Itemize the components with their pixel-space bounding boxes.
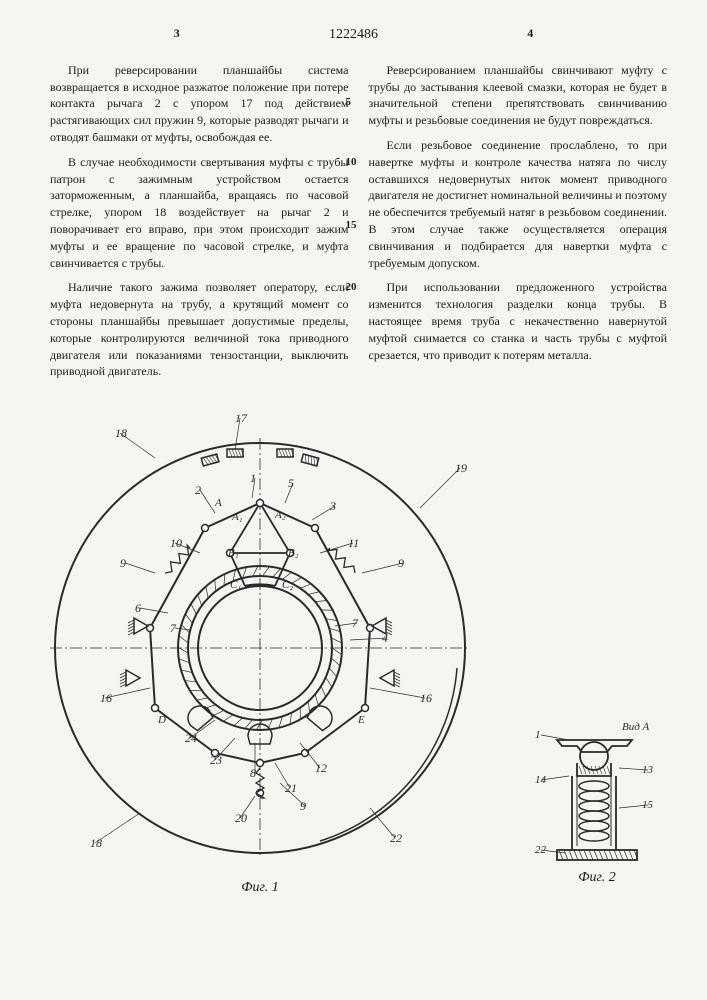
svg-text:17: 17 bbox=[235, 411, 248, 425]
svg-text:1: 1 bbox=[250, 471, 256, 485]
svg-text:9: 9 bbox=[398, 556, 404, 570]
svg-text:B₂: B₂ bbox=[288, 547, 299, 559]
svg-text:20: 20 bbox=[235, 811, 247, 825]
figure-2: Вид А 1 14 22 13 15 Фиг. 2 bbox=[527, 718, 667, 888]
svg-text:2: 2 bbox=[195, 483, 201, 497]
svg-text:9: 9 bbox=[300, 799, 306, 813]
svg-text:10: 10 bbox=[170, 536, 182, 550]
document-number: 1222486 bbox=[329, 25, 378, 45]
svg-text:11: 11 bbox=[348, 536, 359, 550]
svg-text:1: 1 bbox=[535, 729, 541, 741]
svg-text:18: 18 bbox=[90, 836, 102, 850]
paragraph: При реверсировании планшайбы система воз… bbox=[50, 62, 349, 146]
figure-2-label: Фиг. 2 bbox=[527, 868, 667, 888]
svg-text:C₁: C₁ bbox=[230, 579, 241, 591]
svg-text:22: 22 bbox=[390, 831, 402, 845]
paragraph: Если резьбовое соединение прослаблено, т… bbox=[369, 137, 668, 271]
svg-text:A₁: A₁ bbox=[231, 511, 243, 523]
svg-text:7: 7 bbox=[352, 616, 359, 630]
svg-text:23: 23 bbox=[210, 753, 222, 767]
svg-text:8: 8 bbox=[250, 766, 256, 780]
svg-text:A₂: A₂ bbox=[274, 509, 286, 521]
figure-1: 1718192153101199677416162423812219202218… bbox=[40, 398, 480, 898]
svg-text:E: E bbox=[357, 714, 365, 726]
right-column: Реверсированием планшайбы свинчивают муф… bbox=[369, 62, 668, 388]
line-number: 20 bbox=[346, 280, 357, 295]
svg-text:22: 22 bbox=[535, 844, 547, 856]
paragraph: При использовании предложенного устройст… bbox=[369, 279, 668, 363]
svg-text:D: D bbox=[157, 714, 166, 726]
svg-text:19: 19 bbox=[455, 461, 467, 475]
svg-text:15: 15 bbox=[642, 799, 654, 811]
svg-text:A: A bbox=[214, 497, 222, 509]
svg-text:12: 12 bbox=[315, 761, 327, 775]
page-number-right: 4 bbox=[527, 25, 533, 42]
line-number: 5 bbox=[346, 95, 352, 110]
svg-text:B₁: B₁ bbox=[228, 547, 239, 559]
svg-text:3: 3 bbox=[329, 499, 336, 513]
svg-text:4: 4 bbox=[382, 631, 388, 645]
paragraph: Реверсированием планшайбы свинчивают муф… bbox=[369, 62, 668, 129]
figure-1-label: Фиг. 1 bbox=[40, 878, 480, 898]
svg-text:16: 16 bbox=[100, 691, 112, 705]
svg-text:13: 13 bbox=[642, 764, 654, 776]
figures-area: 1718192153101199677416162423812219202218… bbox=[0, 398, 707, 918]
svg-text:24: 24 bbox=[185, 731, 197, 745]
svg-text:C₂: C₂ bbox=[282, 579, 293, 591]
svg-text:6: 6 bbox=[135, 601, 141, 615]
svg-text:9: 9 bbox=[120, 556, 126, 570]
paragraph: Наличие такого зажима позволяет оператор… bbox=[50, 279, 349, 380]
svg-text:7: 7 bbox=[170, 621, 177, 635]
svg-text:16: 16 bbox=[420, 691, 432, 705]
left-column: При реверсировании планшайбы система воз… bbox=[50, 62, 349, 388]
svg-text:Вид А: Вид А bbox=[622, 721, 650, 733]
paragraph: В случае необходимости свертывания муфты… bbox=[50, 154, 349, 272]
page-number-left: 3 bbox=[174, 25, 180, 42]
line-number: 15 bbox=[346, 218, 357, 233]
svg-text:5: 5 bbox=[288, 476, 294, 490]
line-number: 10 bbox=[346, 155, 357, 170]
svg-text:18: 18 bbox=[115, 426, 127, 440]
svg-text:14: 14 bbox=[535, 774, 547, 786]
